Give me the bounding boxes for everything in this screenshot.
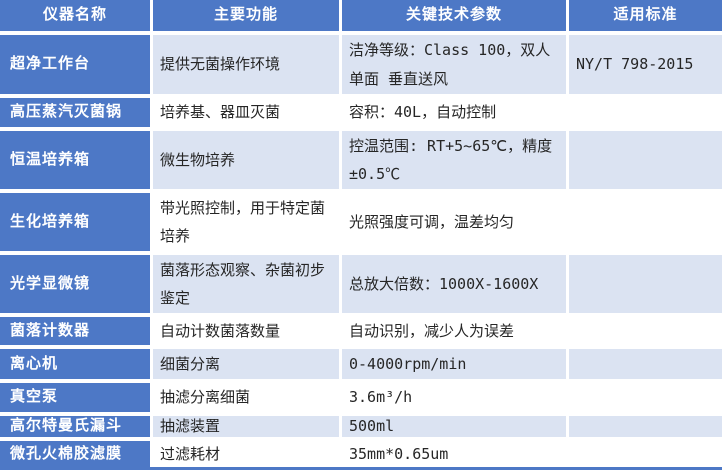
standard-cell <box>569 383 722 412</box>
standard-cell <box>569 98 722 127</box>
instrument-name-cell: 超净工作台 <box>0 35 150 94</box>
standard-cell <box>569 317 722 345</box>
function-cell: 提供无菌操作环境 <box>153 35 339 94</box>
function-cell: 过滤耗材 <box>153 441 339 467</box>
instrument-name-cell: 高尔特曼氏漏斗 <box>0 416 150 437</box>
parameters-cell: 500ml <box>342 416 566 437</box>
standard-cell: NY/T 798-2015 <box>569 35 722 94</box>
parameters-cell: 总放大倍数：1000X-1600X <box>342 255 566 313</box>
standard-cell <box>569 193 722 251</box>
function-cell: 菌落形态观察、杂菌初步鉴定 <box>153 255 339 313</box>
parameters-cell: 0-4000rpm/min <box>342 349 566 379</box>
instrument-name-cell: 高压蒸汽灭菌锅 <box>0 98 150 127</box>
function-cell: 抽滤分离细菌 <box>153 383 339 412</box>
parameters-cell: 容积：40L，自动控制 <box>342 98 566 127</box>
function-cell: 微生物培养 <box>153 131 339 189</box>
instrument-name-cell: 生化培养箱 <box>0 193 150 251</box>
standard-cell <box>569 131 722 189</box>
instrument-name-cell: 真空泵 <box>0 383 150 412</box>
parameters-cell: 35mm*0.65um <box>342 441 566 467</box>
function-cell: 细菌分离 <box>153 349 339 379</box>
instrument-name-cell: 微孔火棉胶滤膜 <box>0 441 150 467</box>
standard-cell <box>569 416 722 437</box>
parameters-cell: 3.6m³/h <box>342 383 566 412</box>
instrument-name-cell: 菌落计数器 <box>0 317 150 345</box>
function-cell: 培养基、器皿灭菌 <box>153 98 339 127</box>
function-cell: 带光照控制，用于特定菌培养 <box>153 193 339 251</box>
standard-cell <box>569 441 722 467</box>
standard-cell <box>569 349 722 379</box>
function-cell: 自动计数菌落数量 <box>153 317 339 345</box>
instrument-name-cell: 恒温培养箱 <box>0 131 150 189</box>
function-cell: 抽滤装置 <box>153 416 339 437</box>
column-header-applicable-standard: 适用标准 <box>569 0 722 31</box>
parameters-cell: 控温范围: RT+5~65℃，精度±0.5℃ <box>342 131 566 189</box>
column-header-instrument-name: 仪器名称 <box>0 0 150 31</box>
column-header-main-function: 主要功能 <box>153 0 339 31</box>
table-bottom-border <box>0 467 722 470</box>
standard-cell <box>569 255 722 313</box>
instrument-name-cell: 离心机 <box>0 349 150 379</box>
parameters-cell: 洁净等级：Class 100，双人单面 垂直送风 <box>342 35 566 94</box>
column-header-key-parameters: 关键技术参数 <box>342 0 566 31</box>
instrument-name-cell: 光学显微镜 <box>0 255 150 313</box>
parameters-cell: 自动识别，减少人为误差 <box>342 317 566 345</box>
parameters-cell: 光照强度可调，温差均匀 <box>342 193 566 251</box>
